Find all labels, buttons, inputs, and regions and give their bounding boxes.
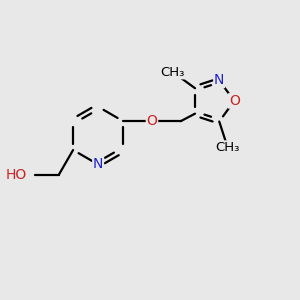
Text: N: N xyxy=(93,158,103,171)
Text: CH₃: CH₃ xyxy=(215,141,240,154)
Text: HO: HO xyxy=(6,168,27,182)
Text: N: N xyxy=(214,74,224,87)
Text: CH₃: CH₃ xyxy=(161,66,185,79)
Text: O: O xyxy=(229,94,240,108)
Text: O: O xyxy=(146,114,158,128)
